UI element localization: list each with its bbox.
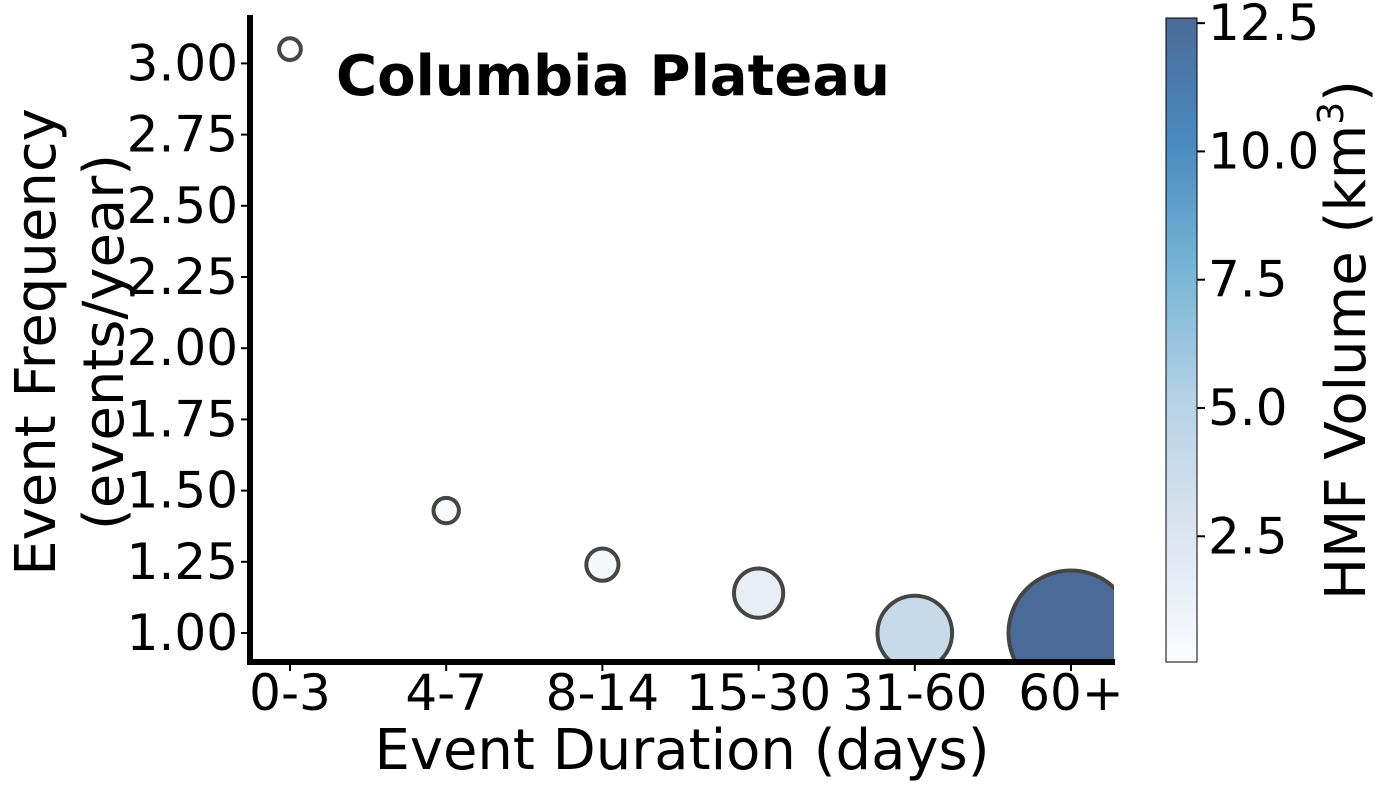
y-tick-label: 2.75 (127, 106, 238, 164)
y-tick-label: 3.00 (127, 34, 238, 92)
colorbar-label: HMF Volume (km3) (1311, 80, 1379, 600)
y-tick-label: 1.50 (127, 462, 238, 520)
colorbar-tick-label: 7.5 (1208, 251, 1288, 309)
y-tick-label: 1.00 (127, 604, 238, 662)
x-tick-label: 4-7 (405, 664, 487, 722)
x-tick-label: 60+ (1018, 664, 1124, 722)
colorbar-label-sup: 3 (1311, 102, 1352, 125)
colorbar-tick-label: 12.5 (1208, 0, 1319, 52)
colorbar-tick-label: 5.0 (1208, 379, 1288, 437)
colorbar-label-main: HMF Volume (km (1314, 125, 1379, 600)
y-axis-label-line2: (events/year) (72, 154, 137, 530)
data-point-4-7 (431, 495, 461, 526)
colorbar-label-close: ) (1314, 80, 1379, 102)
colorbar-tick-label: 2.5 (1208, 507, 1288, 565)
x-tick-label: 0-3 (249, 664, 331, 722)
y-tick-label: 1.75 (127, 390, 238, 448)
colorbar (1165, 17, 1198, 663)
colorbar-ticks: 2.5 5.0 7.5 10.0 12.5 (1197, 0, 1319, 565)
y-axis-label: Event Frequency (events/year) (4, 108, 137, 576)
y-tick-label: 1.25 (127, 533, 238, 591)
x-axis-ticks: 0-3 4-7 8-14 15-30 31-60 60+ (249, 662, 1124, 722)
x-tick-label: 8-14 (546, 664, 659, 722)
colorbar-tick-label: 10.0 (1208, 122, 1319, 180)
y-tick-label: 2.50 (127, 177, 238, 235)
x-tick-label: 15-30 (686, 664, 831, 722)
scatter-points (277, 36, 1114, 662)
y-tick-label: 2.00 (127, 319, 238, 377)
chart-title: Columbia Plateau (336, 44, 890, 109)
data-point-15-30 (732, 566, 786, 620)
data-point-0-3 (277, 36, 303, 63)
data-point-31-60 (875, 593, 955, 662)
y-axis-ticks: 1.00 1.25 1.50 1.75 2.00 2.25 2.50 2.75 3.00 (127, 34, 250, 662)
x-tick-label: 31-60 (842, 664, 987, 722)
y-axis-label-line1: Event Frequency (4, 108, 69, 576)
y-tick-label: 2.25 (127, 248, 238, 306)
data-point-8-14 (584, 546, 621, 583)
x-axis-label: Event Duration (days) (374, 718, 989, 783)
data-point-60+ (1006, 568, 1114, 662)
